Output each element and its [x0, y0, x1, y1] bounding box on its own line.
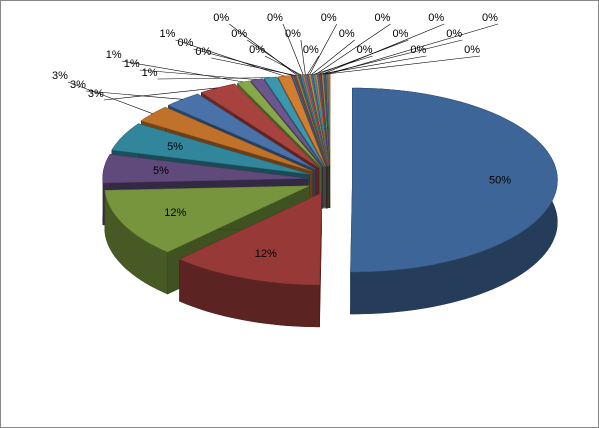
slice-top — [102, 154, 308, 184]
data-label: 1% — [124, 58, 140, 70]
data-label: 0% — [213, 12, 229, 24]
data-label: 1% — [160, 28, 176, 40]
data-label: 0% — [446, 28, 462, 40]
data-label: 0% — [357, 44, 373, 56]
leader-line — [103, 87, 218, 101]
data-label: 3% — [88, 88, 104, 100]
leader-line — [311, 39, 355, 75]
leader-line — [322, 23, 445, 75]
leader-line — [193, 48, 293, 76]
slice — [350, 87, 558, 315]
leader-line — [309, 23, 338, 75]
data-label: 0% — [428, 12, 444, 24]
data-label: 12% — [164, 207, 186, 219]
leader-line — [157, 77, 271, 80]
data-label: 0% — [339, 28, 355, 40]
data-label: 1% — [142, 67, 158, 79]
leader-line — [326, 55, 481, 75]
leader-line — [315, 23, 391, 75]
data-label: 3% — [52, 70, 68, 82]
data-label: 5% — [153, 165, 169, 177]
slice-top — [104, 185, 310, 253]
slice-top — [236, 80, 322, 168]
slice-top — [200, 83, 320, 169]
leader-line — [282, 23, 304, 75]
data-label: 0% — [195, 46, 211, 58]
data-label: 0% — [482, 12, 498, 24]
data-label: 0% — [303, 44, 319, 56]
slice — [178, 192, 322, 328]
data-label: 12% — [255, 248, 277, 260]
data-label: 50% — [489, 174, 511, 186]
leader-line — [300, 39, 306, 75]
slice-top — [167, 93, 316, 170]
slice-top — [111, 123, 310, 175]
data-label: 1% — [106, 49, 122, 61]
data-label: 0% — [285, 28, 301, 40]
leader-line — [328, 23, 499, 75]
slice-top — [178, 192, 322, 286]
leader-line — [307, 55, 320, 75]
slice-top — [140, 106, 313, 172]
data-label: 0% — [177, 37, 193, 49]
data-label: 0% — [375, 12, 391, 24]
leader-line — [85, 90, 183, 100]
data-label: 0% — [410, 44, 426, 56]
slice-top — [350, 87, 558, 273]
slices — [102, 73, 558, 328]
leader-line — [175, 39, 285, 77]
leader-line — [264, 55, 302, 76]
leader-line — [313, 55, 373, 75]
labels: 3%3%3%1%1%1%1%0%0%0%0%0%0%0%0%0%0%0%0%0%… — [52, 12, 511, 260]
data-label: 0% — [321, 12, 337, 24]
leader-line — [211, 57, 295, 76]
data-label: 0% — [249, 44, 265, 56]
slice-top — [291, 75, 327, 167]
data-label: 0% — [267, 12, 283, 24]
data-label: 0% — [231, 28, 247, 40]
data-label: 0% — [392, 28, 408, 40]
data-label: 5% — [167, 141, 183, 153]
data-label: 3% — [70, 79, 86, 91]
leader-line — [67, 81, 153, 114]
data-label: 0% — [464, 44, 480, 56]
slice-top — [277, 75, 326, 167]
